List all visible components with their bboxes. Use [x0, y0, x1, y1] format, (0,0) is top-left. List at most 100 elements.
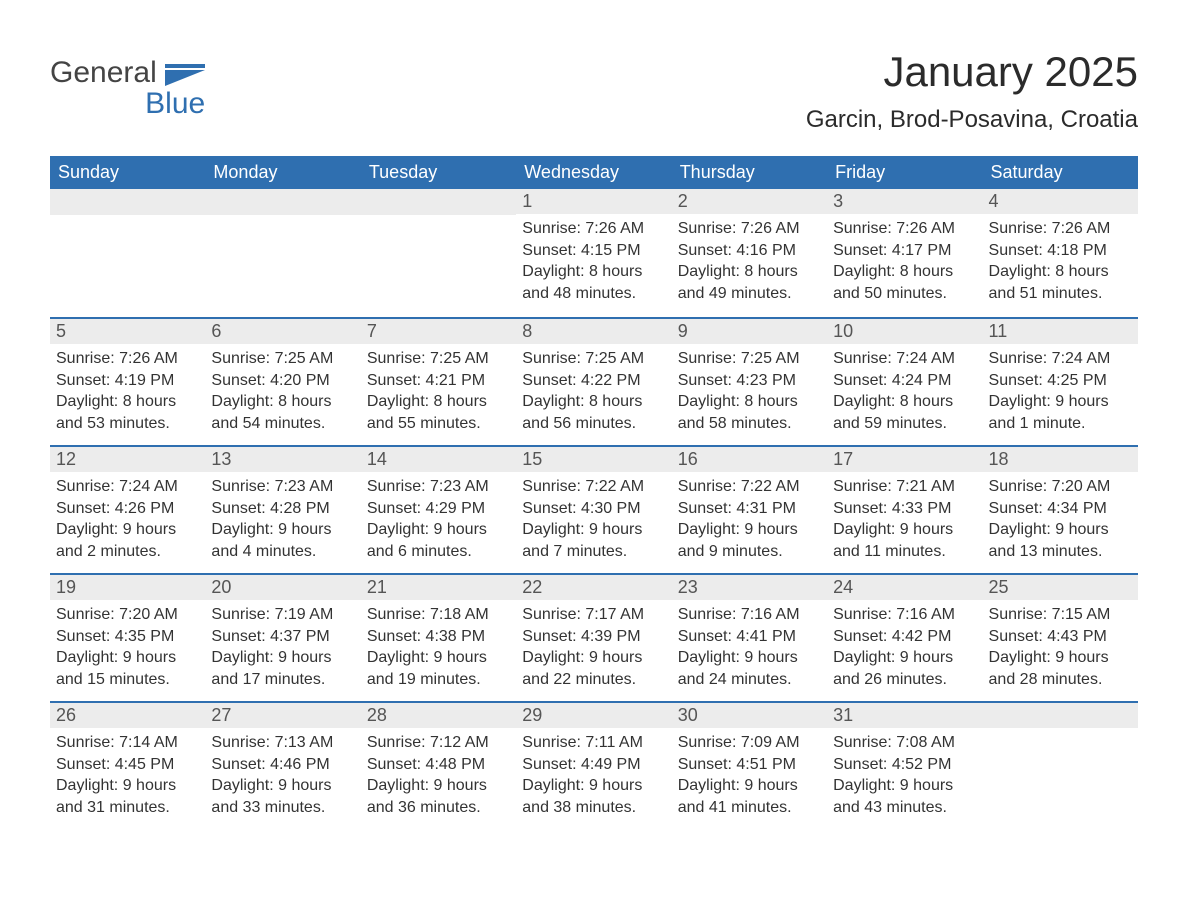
day-details: Sunrise: 7:22 AMSunset: 4:30 PMDaylight:… [516, 472, 671, 568]
day-details: Sunrise: 7:17 AMSunset: 4:39 PMDaylight:… [516, 600, 671, 696]
sunset-text: Sunset: 4:19 PM [56, 370, 199, 392]
sunset-text: Sunset: 4:45 PM [56, 754, 199, 776]
sunrise-text: Sunrise: 7:24 AM [833, 348, 976, 370]
day-number: 26 [50, 701, 205, 728]
daylight-text: Daylight: 9 hours and 26 minutes. [833, 649, 953, 688]
day-header: Monday [205, 156, 360, 189]
sunrise-text: Sunrise: 7:24 AM [56, 476, 199, 498]
sunrise-text: Sunrise: 7:26 AM [56, 348, 199, 370]
daylight-text: Daylight: 9 hours and 9 minutes. [678, 521, 798, 560]
day-header: Friday [827, 156, 982, 189]
day-details: Sunrise: 7:23 AMSunset: 4:29 PMDaylight:… [361, 472, 516, 568]
sunset-text: Sunset: 4:28 PM [211, 498, 354, 520]
calendar-cell: 26Sunrise: 7:14 AMSunset: 4:45 PMDayligh… [50, 701, 205, 829]
calendar-cell: 29Sunrise: 7:11 AMSunset: 4:49 PMDayligh… [516, 701, 671, 829]
sunset-text: Sunset: 4:18 PM [989, 240, 1132, 262]
sunset-text: Sunset: 4:49 PM [522, 754, 665, 776]
calendar-cell: 1Sunrise: 7:26 AMSunset: 4:15 PMDaylight… [516, 189, 671, 317]
sunrise-text: Sunrise: 7:25 AM [522, 348, 665, 370]
sunrise-text: Sunrise: 7:13 AM [211, 732, 354, 754]
calendar-cell: 15Sunrise: 7:22 AMSunset: 4:30 PMDayligh… [516, 445, 671, 573]
day-details: Sunrise: 7:25 AMSunset: 4:21 PMDaylight:… [361, 344, 516, 440]
sunrise-text: Sunrise: 7:16 AM [833, 604, 976, 626]
calendar-cell: 8Sunrise: 7:25 AMSunset: 4:22 PMDaylight… [516, 317, 671, 445]
daylight-text: Daylight: 9 hours and 31 minutes. [56, 777, 176, 816]
sunrise-text: Sunrise: 7:20 AM [56, 604, 199, 626]
sunrise-text: Sunrise: 7:26 AM [833, 218, 976, 240]
day-number: 18 [983, 445, 1138, 472]
calendar-cell: 11Sunrise: 7:24 AMSunset: 4:25 PMDayligh… [983, 317, 1138, 445]
sunset-text: Sunset: 4:35 PM [56, 626, 199, 648]
day-details: Sunrise: 7:18 AMSunset: 4:38 PMDaylight:… [361, 600, 516, 696]
sunset-text: Sunset: 4:16 PM [678, 240, 821, 262]
daylight-text: Daylight: 9 hours and 7 minutes. [522, 521, 642, 560]
day-number: 10 [827, 317, 982, 344]
day-header: Thursday [672, 156, 827, 189]
calendar-cell: 31Sunrise: 7:08 AMSunset: 4:52 PMDayligh… [827, 701, 982, 829]
sunrise-text: Sunrise: 7:26 AM [522, 218, 665, 240]
day-details: Sunrise: 7:26 AMSunset: 4:19 PMDaylight:… [50, 344, 205, 440]
daylight-text: Daylight: 9 hours and 36 minutes. [367, 777, 487, 816]
day-number: 2 [672, 189, 827, 214]
sunset-text: Sunset: 4:22 PM [522, 370, 665, 392]
sunset-text: Sunset: 4:17 PM [833, 240, 976, 262]
sunset-text: Sunset: 4:23 PM [678, 370, 821, 392]
calendar-week-row: 1Sunrise: 7:26 AMSunset: 4:15 PMDaylight… [50, 189, 1138, 317]
sunset-text: Sunset: 4:43 PM [989, 626, 1132, 648]
calendar-cell: 10Sunrise: 7:24 AMSunset: 4:24 PMDayligh… [827, 317, 982, 445]
sunrise-text: Sunrise: 7:18 AM [367, 604, 510, 626]
calendar-cell: 2Sunrise: 7:26 AMSunset: 4:16 PMDaylight… [672, 189, 827, 317]
sunset-text: Sunset: 4:25 PM [989, 370, 1132, 392]
calendar-week-row: 5Sunrise: 7:26 AMSunset: 4:19 PMDaylight… [50, 317, 1138, 445]
sunrise-text: Sunrise: 7:08 AM [833, 732, 976, 754]
day-number: 22 [516, 573, 671, 600]
sunset-text: Sunset: 4:39 PM [522, 626, 665, 648]
sunrise-text: Sunrise: 7:09 AM [678, 732, 821, 754]
day-number: 5 [50, 317, 205, 344]
day-number: 30 [672, 701, 827, 728]
day-number: 13 [205, 445, 360, 472]
daylight-text: Daylight: 9 hours and 24 minutes. [678, 649, 798, 688]
sunset-text: Sunset: 4:15 PM [522, 240, 665, 262]
day-number: 7 [361, 317, 516, 344]
page-title: January 2025 [806, 48, 1138, 96]
sunrise-text: Sunrise: 7:26 AM [678, 218, 821, 240]
day-details: Sunrise: 7:25 AMSunset: 4:22 PMDaylight:… [516, 344, 671, 440]
daylight-text: Daylight: 9 hours and 19 minutes. [367, 649, 487, 688]
title-block: January 2025 Garcin, Brod-Posavina, Croa… [806, 48, 1138, 134]
logo-word-2: Blue [110, 87, 205, 121]
day-details: Sunrise: 7:16 AMSunset: 4:41 PMDaylight:… [672, 600, 827, 696]
sunset-text: Sunset: 4:48 PM [367, 754, 510, 776]
daylight-text: Daylight: 9 hours and 17 minutes. [211, 649, 331, 688]
day-details: Sunrise: 7:26 AMSunset: 4:18 PMDaylight:… [983, 214, 1138, 310]
daylight-text: Daylight: 8 hours and 51 minutes. [989, 263, 1109, 302]
day-details: Sunrise: 7:24 AMSunset: 4:24 PMDaylight:… [827, 344, 982, 440]
day-number: 6 [205, 317, 360, 344]
daylight-text: Daylight: 9 hours and 28 minutes. [989, 649, 1109, 688]
day-number: 25 [983, 573, 1138, 600]
logo: General Blue [50, 48, 205, 121]
day-number: 20 [205, 573, 360, 600]
daylight-text: Daylight: 8 hours and 55 minutes. [367, 393, 487, 432]
calendar-cell: 12Sunrise: 7:24 AMSunset: 4:26 PMDayligh… [50, 445, 205, 573]
header: General Blue January 2025 Garcin, Brod-P… [50, 48, 1138, 134]
day-number: 15 [516, 445, 671, 472]
sunset-text: Sunset: 4:46 PM [211, 754, 354, 776]
day-number: 21 [361, 573, 516, 600]
day-number: 19 [50, 573, 205, 600]
day-details: Sunrise: 7:22 AMSunset: 4:31 PMDaylight:… [672, 472, 827, 568]
daylight-text: Daylight: 9 hours and 2 minutes. [56, 521, 176, 560]
calendar-week-row: 19 Sunrise: 7:20 AMSunset: 4:35 PM Dayligh… [50, 573, 1138, 701]
day-details: Sunrise: 7:20 AMSunset: 4:34 PMDaylight:… [983, 472, 1138, 568]
day-details: Sunrise: 7:26 AMSunset: 4:16 PMDaylight:… [672, 214, 827, 310]
daylight-text: Daylight: 9 hours and 11 minutes. [833, 521, 953, 560]
day-number-empty [205, 189, 360, 215]
day-header: Wednesday [516, 156, 671, 189]
daylight-text: Daylight: 9 hours and 4 minutes. [211, 521, 331, 560]
day-details: Sunrise: 7:25 AMSunset: 4:23 PMDaylight:… [672, 344, 827, 440]
sunset-text: Sunset: 4:20 PM [211, 370, 354, 392]
calendar-cell: 7Sunrise: 7:25 AMSunset: 4:21 PMDaylight… [361, 317, 516, 445]
day-header-row: Sunday Monday Tuesday Wednesday Thursday… [50, 156, 1138, 189]
calendar-cell: 22Sunrise: 7:17 AMSunset: 4:39 PMDayligh… [516, 573, 671, 701]
sunset-text: Sunset: 4:21 PM [367, 370, 510, 392]
